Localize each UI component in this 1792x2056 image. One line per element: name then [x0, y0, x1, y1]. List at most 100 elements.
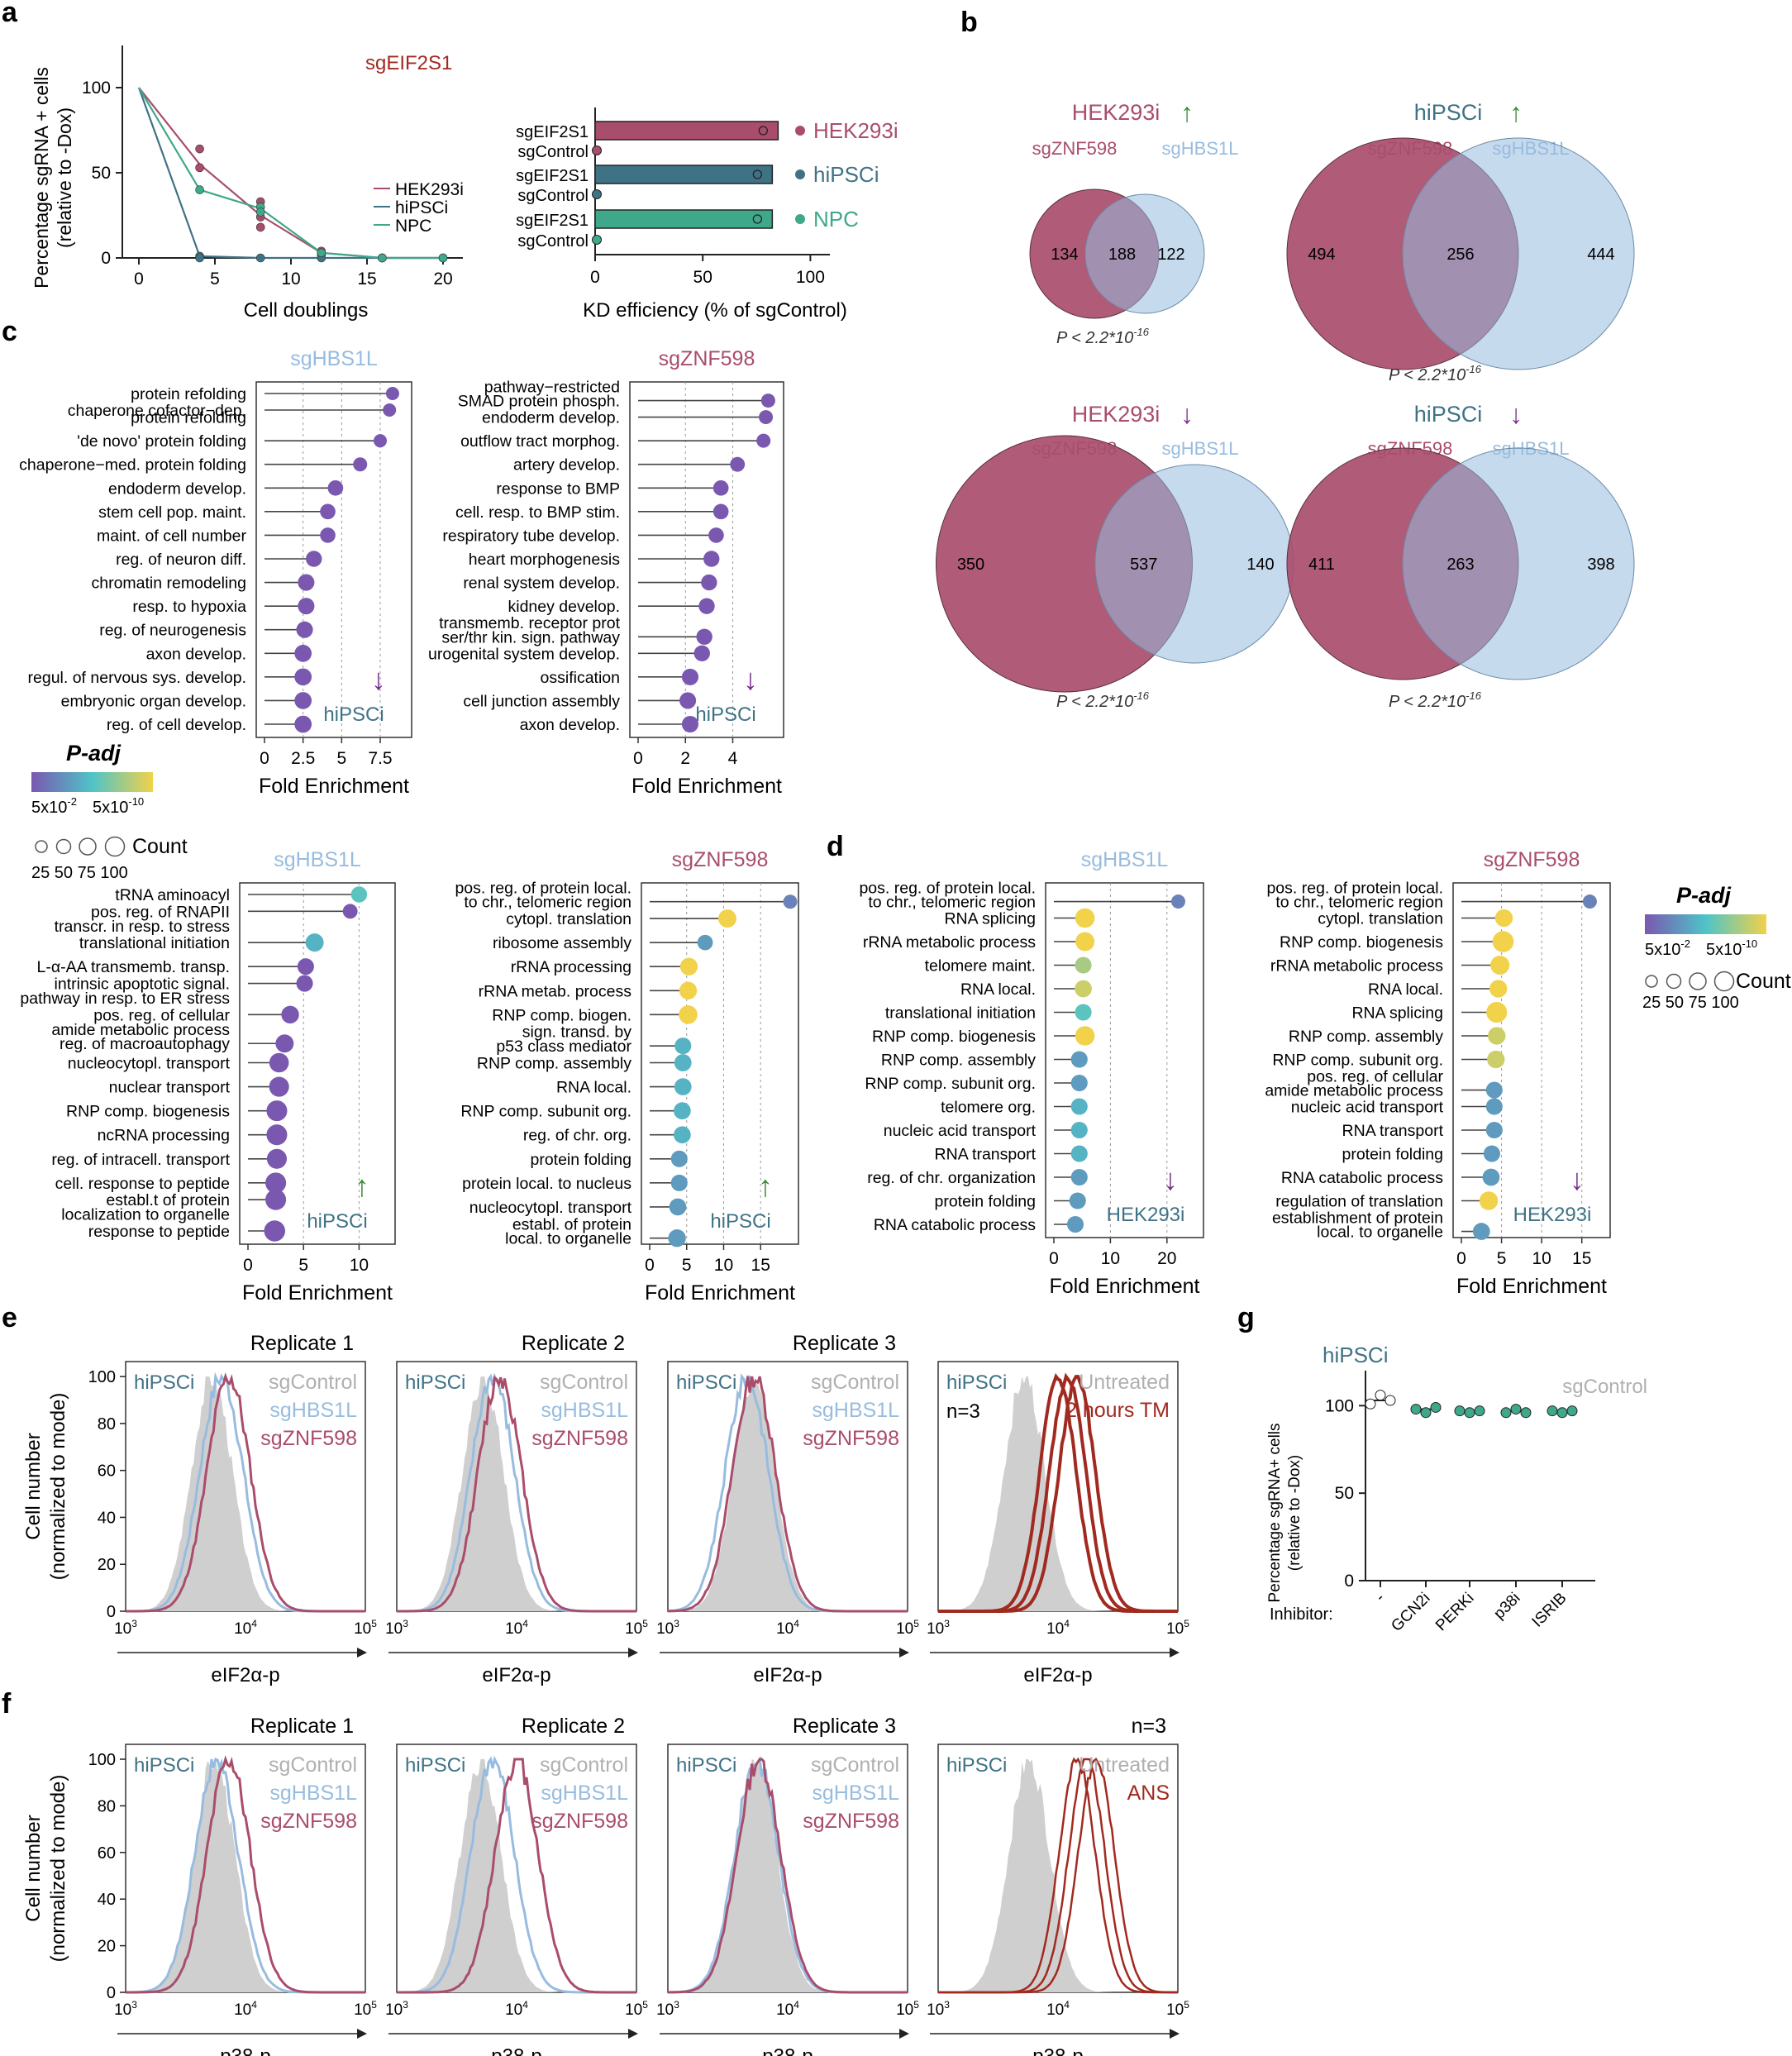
- lollipop-dot: [265, 1172, 287, 1194]
- legend-d-count-50: [1666, 973, 1682, 990]
- lollipop-x-tick-label: 10: [1532, 1249, 1551, 1268]
- histogram-legend-label: sgZNF598: [803, 1810, 899, 1833]
- legend-d-padj-title: P-adj: [1676, 883, 1732, 908]
- g-category-label: GCN2i: [1388, 1590, 1433, 1635]
- g-point: [1385, 1395, 1396, 1406]
- bar-group-dot: [795, 169, 805, 179]
- venn-left-label: sgZNF598: [1032, 138, 1118, 159]
- g-y-label-1: Percentage sgRNA+ cells: [1266, 1423, 1284, 1602]
- legend-label-npc: NPC: [395, 217, 431, 236]
- lollipop-term-label: ossification: [541, 669, 620, 687]
- panel-label-c: c: [2, 316, 17, 347]
- histogram-x-tick-label: 104: [505, 1618, 528, 1638]
- histogram-y-tick-label: 20: [98, 1556, 116, 1574]
- histogram-title: Replicate 2: [522, 1715, 625, 1738]
- histogram-x-label: p38-p: [1032, 2045, 1083, 2056]
- line-point-NPC: [195, 185, 204, 194]
- legend-d-padj-low-exp: -2: [1680, 937, 1690, 950]
- lollipop-dot: [759, 410, 774, 425]
- panel-label-e: e: [2, 1302, 17, 1333]
- lollipop-dot: [1070, 1168, 1088, 1186]
- lollipop-dot: [342, 904, 358, 919]
- histogram-x-tick-label: 105: [1166, 1618, 1189, 1638]
- lollipop-term-label: RNA local.: [556, 1079, 631, 1097]
- lollipop-arrow: ↓: [1570, 1162, 1585, 1196]
- lollipop-term-label: rRNA metabolic process: [863, 933, 1036, 952]
- lollipop-dot: [353, 457, 368, 472]
- lollipop-x-tick-label: 5: [298, 1256, 308, 1275]
- venn-pvalue: P < 2.2*10-16: [1389, 689, 1482, 711]
- histogram-x-tick-label: 103: [385, 1999, 408, 2019]
- lollipop-term-label: to chr., telomeric region: [464, 894, 631, 912]
- venn-circle-right: [1402, 137, 1635, 370]
- lollipop-term-label: reg. of cell develop.: [107, 716, 246, 734]
- legend-c-padj-low: 5x10-2: [31, 795, 77, 817]
- g-point: [1365, 1398, 1376, 1410]
- histogram-x-tick-base: 10: [385, 1620, 403, 1638]
- lollipop-term-label: pos. reg. of protein local.: [1266, 879, 1443, 897]
- g-legend: sgControl: [1562, 1376, 1647, 1398]
- venn-title: HEK293i: [1072, 100, 1161, 125]
- histogram-x-tick-label: 105: [354, 1618, 377, 1638]
- histogram-x-tick-label: 104: [505, 1999, 528, 2019]
- histogram-legend-label: ANS: [1127, 1782, 1170, 1805]
- legend-c: P-adj 5x10-2 5x10-10 Count 25 50 75 100: [31, 741, 188, 882]
- legend-c-padj-high: 5x10-10: [93, 795, 144, 817]
- lollipop-term-label: protein folding: [1342, 1146, 1443, 1164]
- lollipop-dot: [1490, 955, 1510, 976]
- lollipop-dot: [670, 1150, 688, 1167]
- histogram-x-label: eIF2α-p: [753, 1664, 822, 1686]
- histogram-znf598-line: [126, 1755, 365, 1994]
- line-point-NPC: [317, 248, 326, 258]
- histogram-znf598-line: [397, 1375, 636, 1613]
- histogram-y-label-2: (normalized to mode): [47, 1775, 69, 1963]
- histogram-x-tick-label: 103: [927, 1618, 950, 1638]
- venn-title: hiPSCi: [1414, 100, 1483, 125]
- histogram-x-tick-label: 105: [625, 1999, 648, 2019]
- lollipop-cell-label: HEK293i: [1513, 1204, 1592, 1226]
- histogram-legend-label: sgHBS1L: [269, 1782, 357, 1805]
- histogram-x-tick-exp: 4: [794, 1618, 799, 1629]
- lollipop-term-label: reg. of intracell. transport: [51, 1151, 230, 1169]
- lollipop-dot: [266, 1100, 288, 1122]
- venn-both: 256: [1446, 246, 1474, 264]
- histogram-x-tick-exp: 3: [944, 1999, 950, 2011]
- line-x-tick-label: 15: [357, 270, 376, 289]
- lollipop-dot: [294, 715, 312, 733]
- lollipop-term-label: nucleic acid transport: [1291, 1099, 1444, 1117]
- histogram-znf598-line: [667, 1758, 908, 1994]
- histogram-x-tick-base: 10: [1166, 1620, 1184, 1638]
- lollipop-chart-c4: sgZNF598 0 5 10 15 Fold Enrichment pos. reg. o…: [455, 848, 799, 1305]
- lollipop-term-label: regul. of nervous sys. develop.: [28, 669, 246, 687]
- lollipop-dot: [373, 434, 388, 448]
- venn-only-right: 140: [1246, 556, 1274, 574]
- lollipop-term-label: cell. resp. to BMP stim.: [455, 503, 620, 522]
- lollipop-dot: [693, 645, 710, 661]
- lollipop-dot: [306, 551, 322, 567]
- venn-pvalue-exp: -16: [1466, 689, 1482, 702]
- legend-d-padj-high-base: 5x10: [1706, 941, 1742, 959]
- histogram-legend-label: sgHBS1L: [269, 1399, 357, 1422]
- lollipop-chart-c3: sgHBS1L 0 5 10 Fold Enrichment tRNA aminoacyl…: [20, 848, 396, 1305]
- lollipop-dot: [1582, 894, 1597, 909]
- histogram-znf598-line: [397, 1758, 636, 1994]
- legend-d-padj-high-exp: -10: [1742, 937, 1757, 950]
- lollipop-dot: [296, 621, 313, 638]
- histogram-legend-label: Untreated: [1079, 1371, 1170, 1394]
- lollipop-dot: [674, 1038, 692, 1055]
- histogram-x-label: eIF2α-p: [211, 1664, 279, 1686]
- histogram-cell-label: hiPSCi: [676, 1371, 736, 1394]
- lollipop-term-label: local. to organelle: [505, 1230, 631, 1248]
- lollipop-term-label: pathway−restricted: [484, 378, 620, 396]
- lollipop-term-label: outflow tract morphog.: [460, 432, 620, 451]
- line-series-NPC: [138, 87, 443, 260]
- histogram-y-tick-label: 100: [88, 1751, 116, 1769]
- histogram-legend-label: sgZNF598: [803, 1427, 899, 1450]
- lollipop-x-tick-label: 7.5: [368, 749, 392, 768]
- lollipop-term-label: pos. reg. of protein local.: [455, 879, 631, 897]
- bar-category-label: sgControl: [517, 232, 589, 250]
- line-point-HEK293i: [195, 144, 204, 154]
- histogram-cell-label: hiPSCi: [676, 1754, 736, 1777]
- lollipop-term-label: ser/thr kin. sign. pathway: [441, 628, 620, 646]
- lollipop-dot: [275, 1034, 294, 1053]
